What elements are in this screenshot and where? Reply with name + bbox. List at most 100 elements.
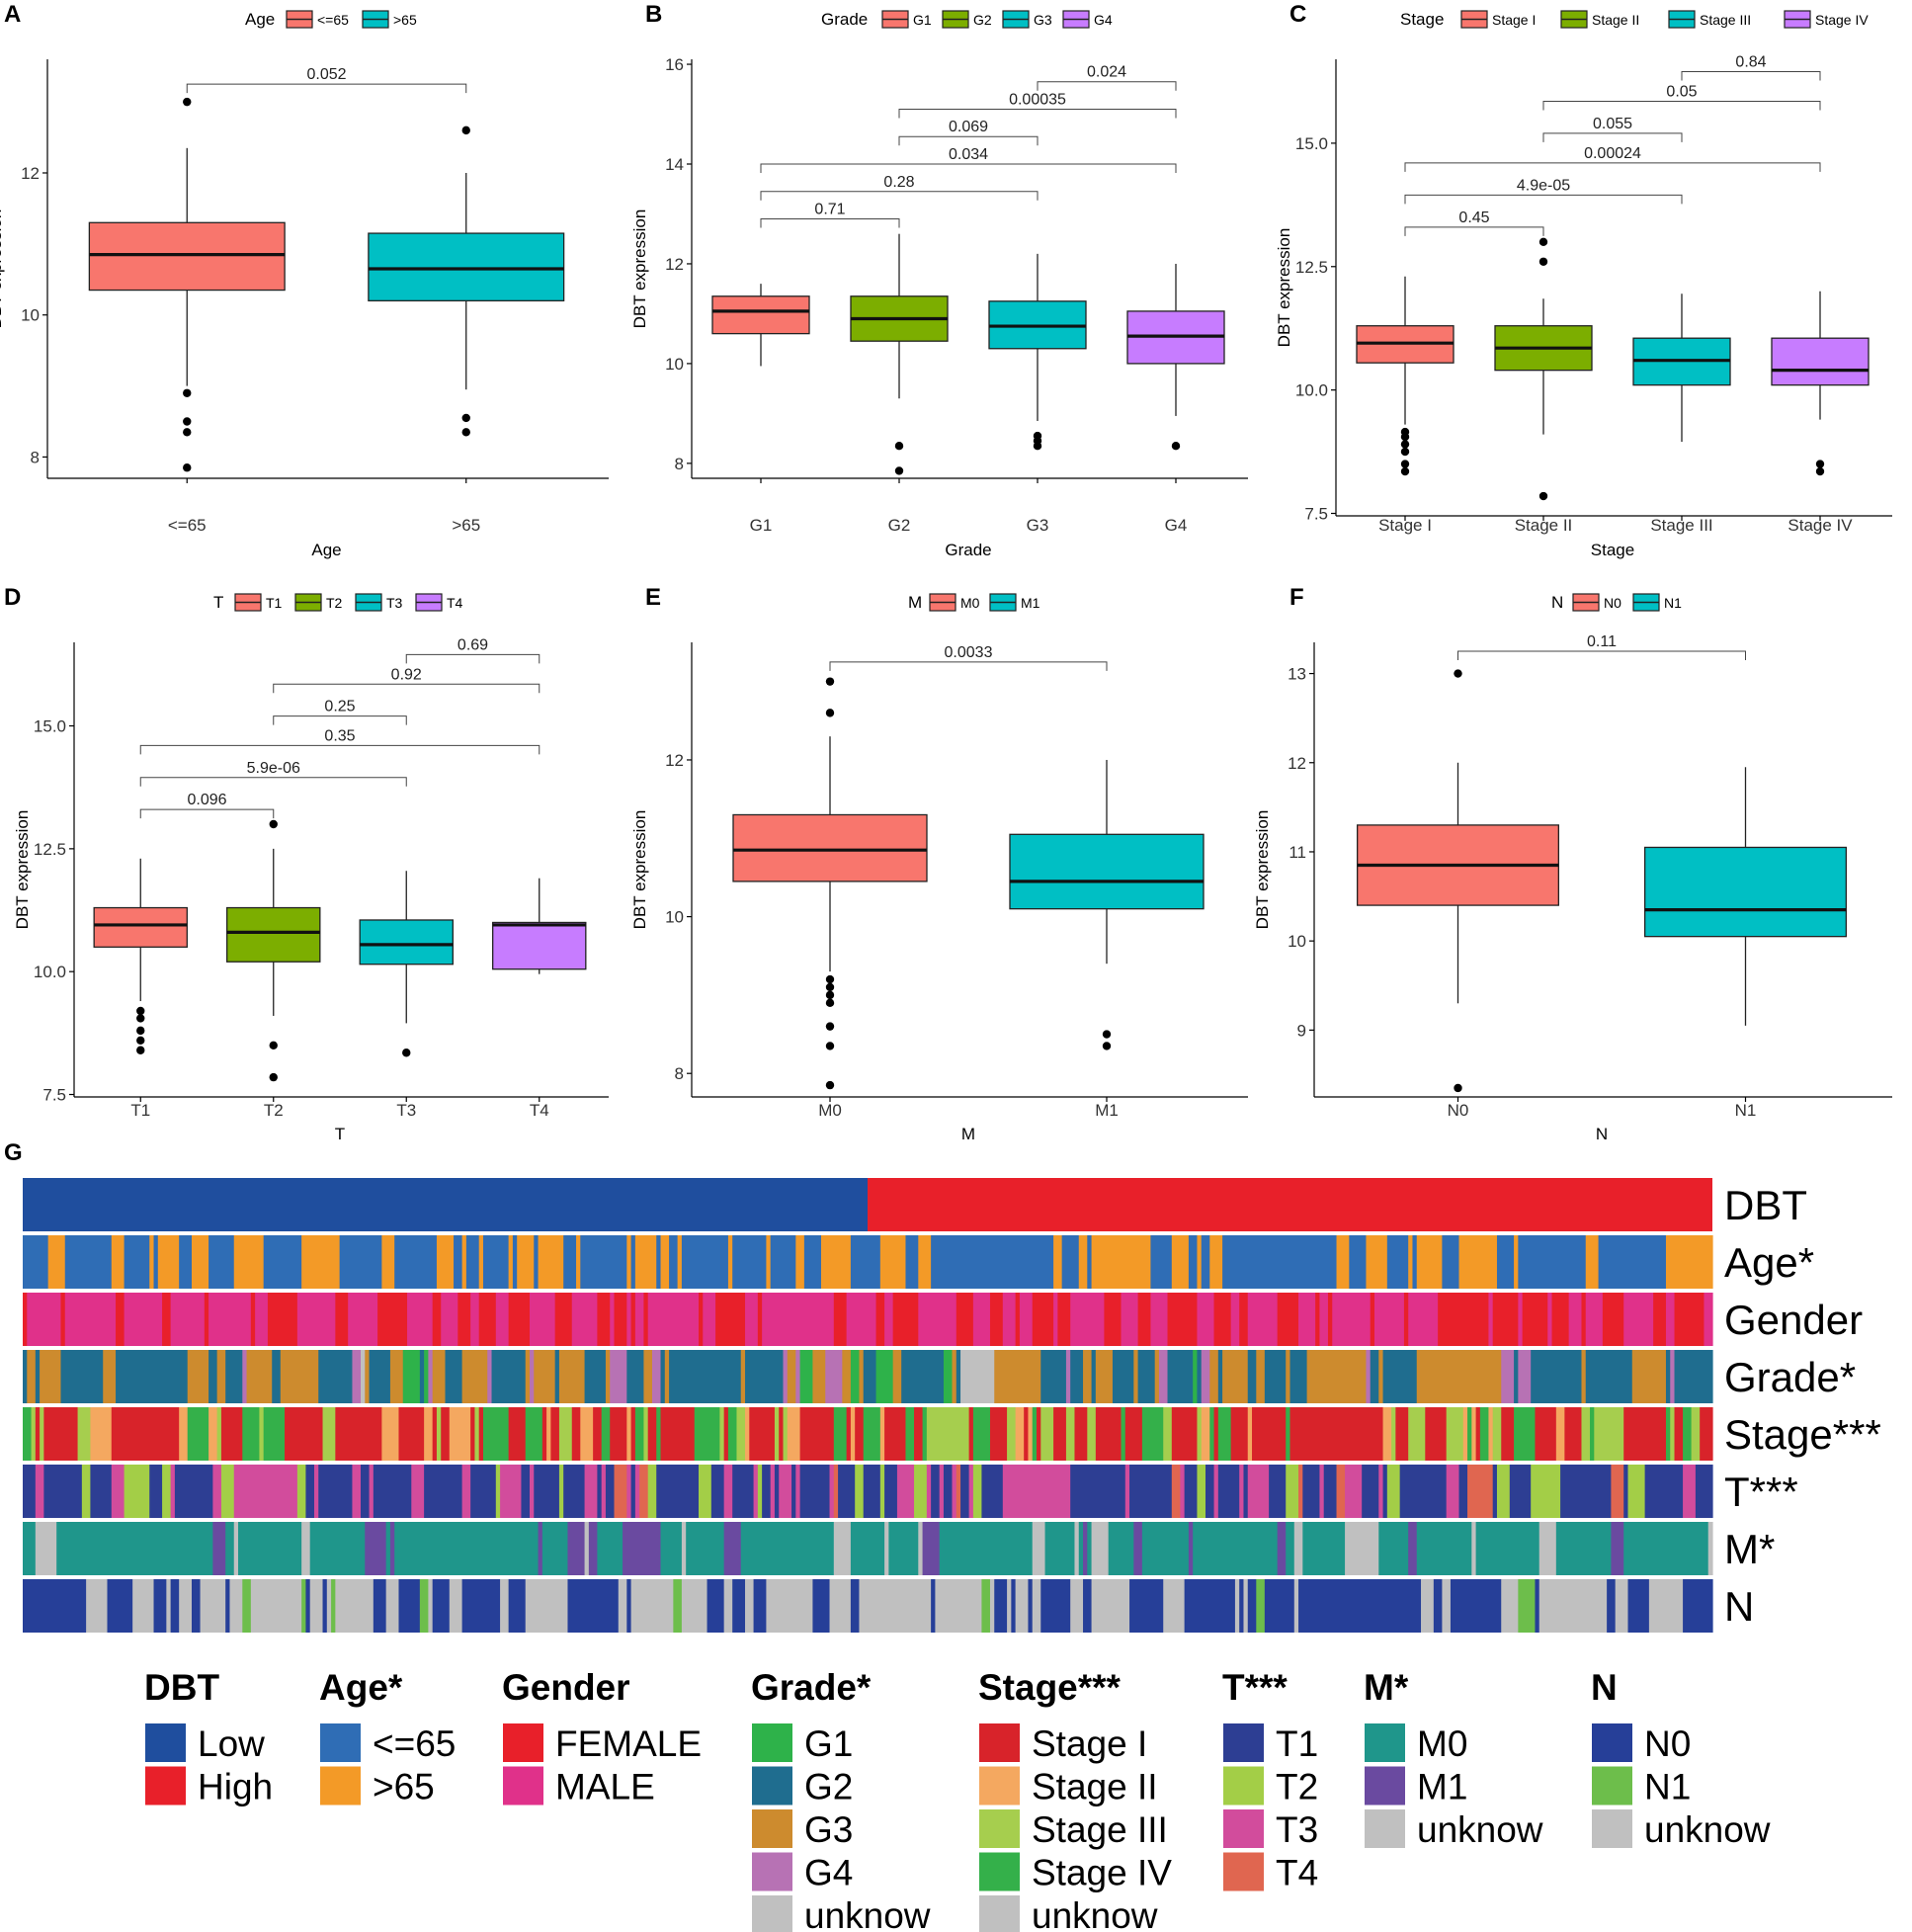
x-tick-label: T1 xyxy=(130,1101,150,1120)
comparison-T1-T3: 5.9e-06 xyxy=(139,760,407,787)
heatmap-cell xyxy=(1349,1235,1368,1289)
heatmap-cell xyxy=(762,1293,835,1346)
outlier-point xyxy=(461,413,470,423)
y-axis-label: DBT expression xyxy=(630,210,649,329)
legend-swatch xyxy=(752,1852,792,1891)
heatmap-cell xyxy=(1623,1465,1629,1518)
legend-label: T4 xyxy=(447,595,463,611)
x-tick-label: G1 xyxy=(750,516,773,535)
heatmap-cell xyxy=(1044,1522,1076,1575)
heatmap-cell xyxy=(411,1465,425,1518)
legend-item-label: M0 xyxy=(1417,1723,1467,1764)
heatmap-cell xyxy=(394,1522,540,1575)
heatmap-cell xyxy=(736,1407,746,1461)
heatmap-cell xyxy=(550,1407,560,1461)
comparison-G1-G2: 0.71 xyxy=(760,202,900,228)
x-axis-label: Age xyxy=(311,541,341,559)
heatmap-cell xyxy=(174,1465,213,1518)
y-tick-label: 12.5 xyxy=(1295,258,1328,277)
heatmap-cell xyxy=(1070,1350,1084,1403)
heatmap-cell xyxy=(1695,1465,1713,1518)
heatmap-cell xyxy=(1133,1522,1143,1575)
heatmap-cell xyxy=(23,1235,49,1289)
heatmap-cell xyxy=(1327,1293,1333,1346)
legend: N N0 N1 xyxy=(1551,593,1682,612)
heatmap-cell xyxy=(1488,1293,1494,1346)
heatmap-track-labels: DBT Age* Gender Grade* Stage*** T*** M* N xyxy=(1724,1182,1881,1630)
legend-group-title: Grade* xyxy=(751,1667,872,1708)
heatmap-cell xyxy=(660,1350,666,1403)
comparison-bracket xyxy=(760,191,1039,201)
heatmap-cell xyxy=(850,1522,885,1575)
heatmap-cell xyxy=(1611,1465,1624,1518)
heatmap-cell xyxy=(1408,1235,1414,1289)
heatmap-cell xyxy=(301,1522,311,1575)
heatmap-cell xyxy=(1378,1350,1384,1403)
heatmap-cell xyxy=(385,1522,391,1575)
heatmap-cell xyxy=(1615,1579,1629,1633)
heatmap-cell xyxy=(643,1350,653,1403)
box-G1 xyxy=(711,284,810,367)
panel-letter: B xyxy=(645,1,662,28)
heatmap-cell xyxy=(892,1350,902,1403)
heatmap-cell xyxy=(1180,1465,1186,1518)
heatmap-cell xyxy=(799,1350,814,1403)
heatmap-cell xyxy=(1531,1465,1561,1518)
legend-label: Stage III xyxy=(1700,12,1751,28)
heatmap-cell xyxy=(571,1293,598,1346)
heatmap-cell xyxy=(1247,1407,1253,1461)
heatmap-cell xyxy=(1518,1579,1537,1633)
heatmap-cell xyxy=(614,1293,627,1346)
comparison-T2-T3: 0.25 xyxy=(273,699,407,725)
heatmap-cell xyxy=(1040,1579,1071,1633)
heatmap-cell xyxy=(1670,1407,1676,1461)
comparison-Stage III-Stage IV: 0.84 xyxy=(1681,53,1821,81)
heatmap-cell xyxy=(1462,1407,1468,1461)
heatmap-cell xyxy=(1209,1235,1223,1289)
box-T3 xyxy=(359,871,454,1057)
heatmap-cell xyxy=(1683,1465,1697,1518)
heatmap-track-label: DBT xyxy=(1724,1182,1807,1228)
heatmap-cell xyxy=(554,1350,560,1403)
heatmap-cell xyxy=(432,1293,442,1346)
heatmap-cell xyxy=(972,1465,983,1518)
comparison-bracket xyxy=(1542,100,1821,111)
heatmap-cell xyxy=(875,1350,894,1403)
legend-swatch xyxy=(320,1766,361,1806)
heatmap-cell xyxy=(381,1407,400,1461)
legend: Grade G1 G2 G3 G4 xyxy=(821,10,1113,29)
heatmap-cell xyxy=(639,1465,649,1518)
box-Stage III xyxy=(1632,294,1731,443)
heatmap-cell xyxy=(157,1235,180,1289)
legend-label: M1 xyxy=(1021,595,1040,611)
heatmap-cell xyxy=(432,1350,447,1403)
heatmap-cell xyxy=(1201,1350,1210,1403)
heatmap-cell xyxy=(567,1579,620,1633)
outlier-point xyxy=(461,126,470,135)
heatmap-cell xyxy=(732,1579,746,1633)
heatmap-cell xyxy=(770,1235,796,1289)
heatmap-cell xyxy=(365,1522,387,1575)
heatmap-cell xyxy=(242,1579,252,1633)
y-tick-label: 8 xyxy=(675,1064,684,1083)
heatmap-cell xyxy=(1019,1293,1034,1346)
heatmap-cell xyxy=(335,1579,374,1633)
heatmap-cell xyxy=(441,1407,451,1461)
y-tick-label: 12 xyxy=(1288,754,1306,773)
heatmap-cell xyxy=(1403,1293,1409,1346)
heatmap-cell xyxy=(1518,1293,1524,1346)
heatmap-cell xyxy=(470,1407,476,1461)
heatmap-cell xyxy=(170,1579,180,1633)
heatmap-cell xyxy=(1277,1522,1287,1575)
heatmap-cell xyxy=(1289,1407,1384,1461)
heatmap-cell xyxy=(335,1293,349,1346)
heatmap-cell xyxy=(1345,1465,1363,1518)
heatmap-cell xyxy=(956,1465,961,1518)
heatmap-cell xyxy=(1467,1465,1494,1518)
heatmap-track-label: T*** xyxy=(1724,1469,1798,1515)
heatmap-cell xyxy=(1488,1407,1494,1461)
y-tick-label: 15.0 xyxy=(1295,134,1328,153)
heatmap-cell xyxy=(1323,1465,1338,1518)
